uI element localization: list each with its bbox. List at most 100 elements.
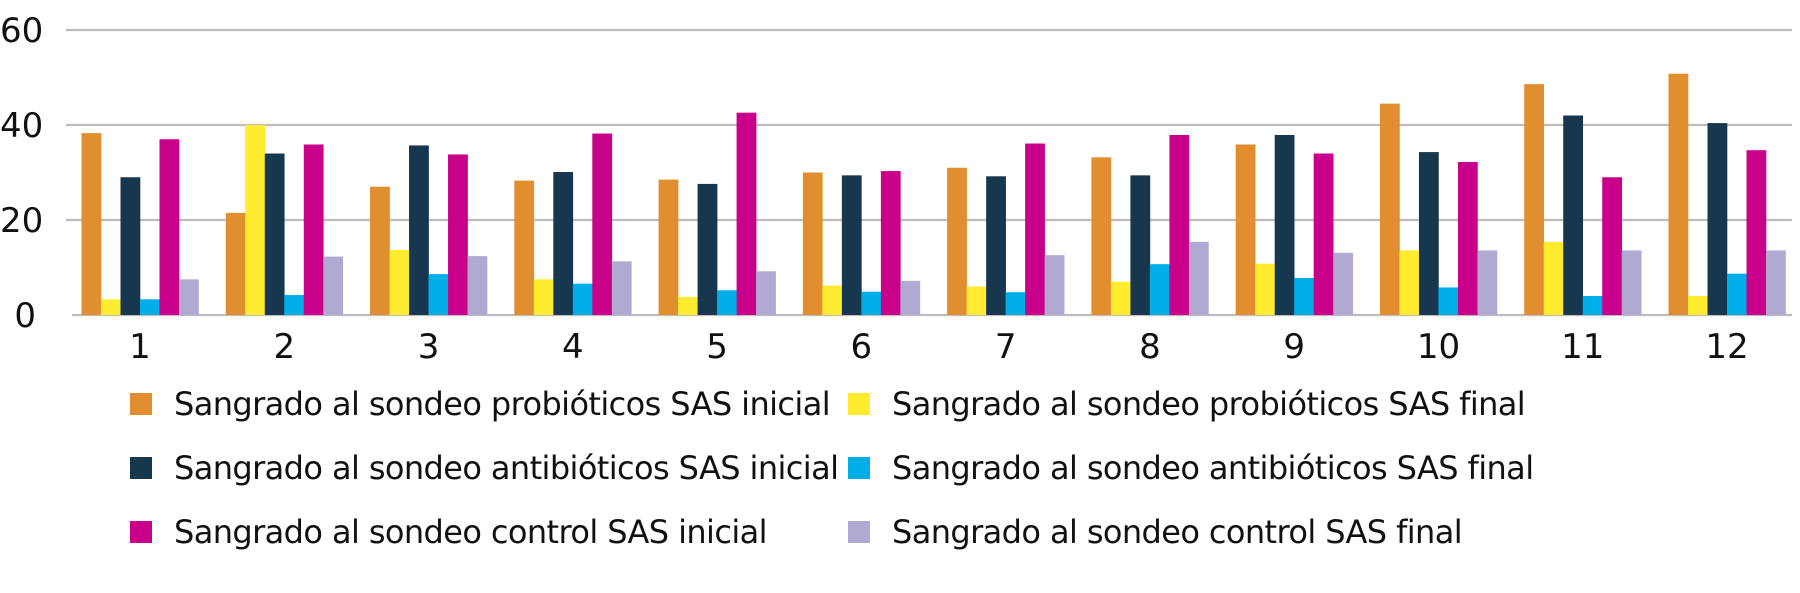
bar-group-1 bbox=[81, 133, 199, 315]
bar-series-1-cat-3 bbox=[370, 186, 390, 315]
bar-series-3-cat-11 bbox=[1563, 115, 1584, 315]
bar-series-2-cat-9 bbox=[1255, 263, 1275, 315]
bar-series-1-cat-12 bbox=[1668, 73, 1689, 315]
legend-label: Sangrado al sondeo probióticos SAS final bbox=[892, 385, 1526, 423]
bar-series-6-cat-2 bbox=[323, 256, 344, 315]
bar-series-1-cat-4 bbox=[514, 180, 535, 315]
bar-group-10 bbox=[1379, 103, 1498, 315]
legend-swatch bbox=[848, 521, 870, 543]
legend: Sangrado al sondeo probióticos SAS inici… bbox=[0, 385, 1800, 593]
bar-series-3-cat-4 bbox=[553, 172, 574, 315]
bar-series-5-cat-9 bbox=[1313, 153, 1334, 315]
bar-group-8 bbox=[1091, 134, 1209, 315]
bar-series-2-cat-8 bbox=[1110, 281, 1131, 315]
bar-series-1-cat-11 bbox=[1524, 84, 1545, 316]
bar-series-6-cat-3 bbox=[467, 256, 488, 315]
x-tick-label: 11 bbox=[1561, 327, 1604, 367]
x-tick-label: 2 bbox=[273, 327, 295, 367]
bar-group-9 bbox=[1235, 134, 1353, 315]
bar-group-3 bbox=[370, 145, 488, 315]
x-tick-label: 10 bbox=[1417, 327, 1460, 367]
bar-series-1-cat-2 bbox=[225, 212, 246, 315]
x-axis-ticks: 1 2 3 4 5 6 7 8 9 10 11 12 bbox=[129, 327, 1748, 367]
legend-label: Sangrado al sondeo probióticos SAS inici… bbox=[174, 385, 831, 423]
bar-series-1-cat-9 bbox=[1235, 144, 1256, 315]
bar-series-4-cat-11 bbox=[1582, 296, 1603, 315]
y-axis-ticks: 0 20 40 60 bbox=[0, 11, 43, 336]
bar-series-5-cat-4 bbox=[592, 133, 613, 315]
bar-group-4 bbox=[514, 133, 632, 315]
bar-series-1-cat-7 bbox=[947, 167, 967, 315]
bar-series-3-cat-12 bbox=[1707, 123, 1728, 315]
bar-series-1-cat-8 bbox=[1091, 157, 1112, 315]
bar-series-6-cat-11 bbox=[1621, 250, 1642, 315]
bar-series-3-cat-5 bbox=[697, 183, 718, 315]
bar-series-2-cat-11 bbox=[1543, 241, 1564, 315]
y-tick-label: 0 bbox=[14, 296, 36, 336]
bar-series-1-cat-5 bbox=[658, 179, 679, 315]
bar-group-5 bbox=[658, 112, 776, 316]
bar-series-6-cat-9 bbox=[1333, 252, 1353, 315]
x-tick-label: 6 bbox=[851, 327, 873, 367]
x-tick-label: 4 bbox=[562, 327, 584, 367]
x-tick-label: 9 bbox=[1283, 327, 1305, 367]
bar-series-6-cat-5 bbox=[756, 271, 776, 315]
legend-swatch bbox=[848, 393, 870, 415]
bar-series-3-cat-3 bbox=[409, 145, 429, 315]
bar-group-11 bbox=[1524, 84, 1642, 316]
bar-series-2-cat-10 bbox=[1399, 250, 1420, 315]
legend-label: Sangrado al sondeo antibióticos SAS inic… bbox=[174, 449, 839, 487]
bar-series-5-cat-1 bbox=[159, 139, 180, 315]
bar-series-5-cat-11 bbox=[1602, 177, 1623, 315]
bar-group-12 bbox=[1668, 73, 1786, 315]
bar-series-4-cat-7 bbox=[1005, 292, 1026, 315]
bar-series-4-cat-2 bbox=[284, 295, 305, 315]
bar-series-6-cat-7 bbox=[1044, 255, 1065, 315]
bar-series-1-cat-1 bbox=[81, 133, 102, 315]
legend-swatch bbox=[848, 457, 870, 479]
bar-series-2-cat-5 bbox=[678, 296, 698, 315]
bar-series-4-cat-5 bbox=[717, 290, 737, 315]
bar-series-5-cat-5 bbox=[736, 112, 757, 316]
x-tick-label: 3 bbox=[418, 327, 440, 367]
bar-series-3-cat-6 bbox=[841, 175, 862, 315]
legend-item: Sangrado al sondeo antibióticos SAS fina… bbox=[848, 448, 1534, 488]
bar-series-2-cat-4 bbox=[533, 279, 554, 315]
bar-group-2 bbox=[225, 125, 344, 315]
bar-series-2-cat-12 bbox=[1688, 296, 1708, 315]
bar-group-7 bbox=[947, 143, 1065, 315]
y-tick-label: 40 bbox=[0, 106, 43, 146]
bar-series-6-cat-12 bbox=[1766, 250, 1786, 315]
bar-series-1-cat-10 bbox=[1379, 103, 1400, 315]
bar-series-3-cat-9 bbox=[1274, 134, 1295, 315]
bar-series-5-cat-10 bbox=[1457, 162, 1478, 315]
x-tick-label: 12 bbox=[1705, 327, 1748, 367]
bar-series-4-cat-9 bbox=[1294, 277, 1314, 315]
bar-series-5-cat-6 bbox=[880, 171, 901, 315]
legend-item: Sangrado al sondeo control SAS inicial bbox=[130, 512, 768, 552]
bar-series-2-cat-1 bbox=[101, 299, 121, 315]
bar-series-4-cat-6 bbox=[861, 291, 882, 315]
bars bbox=[81, 73, 1786, 316]
bar-series-5-cat-3 bbox=[448, 154, 468, 315]
bar-series-2-cat-6 bbox=[822, 285, 843, 315]
bar-series-3-cat-1 bbox=[120, 177, 141, 315]
bar-series-5-cat-8 bbox=[1169, 134, 1190, 315]
bar-series-6-cat-6 bbox=[900, 280, 921, 315]
bar-series-4-cat-10 bbox=[1438, 287, 1459, 315]
bar-series-6-cat-1 bbox=[179, 279, 199, 315]
legend-swatch bbox=[130, 521, 152, 543]
bar-series-1-cat-6 bbox=[802, 172, 823, 315]
y-tick-label: 20 bbox=[0, 201, 43, 241]
legend-label: Sangrado al sondeo antibióticos SAS fina… bbox=[892, 449, 1534, 487]
legend-swatch bbox=[130, 393, 152, 415]
x-tick-label: 8 bbox=[1139, 327, 1161, 367]
bar-series-5-cat-12 bbox=[1746, 150, 1767, 315]
bar-series-3-cat-8 bbox=[1130, 175, 1151, 315]
legend-swatch bbox=[130, 457, 152, 479]
bar-series-2-cat-3 bbox=[389, 249, 410, 315]
legend-item: Sangrado al sondeo probióticos SAS final bbox=[848, 384, 1526, 424]
bar-series-3-cat-10 bbox=[1418, 152, 1439, 315]
bar-series-4-cat-12 bbox=[1727, 273, 1747, 315]
